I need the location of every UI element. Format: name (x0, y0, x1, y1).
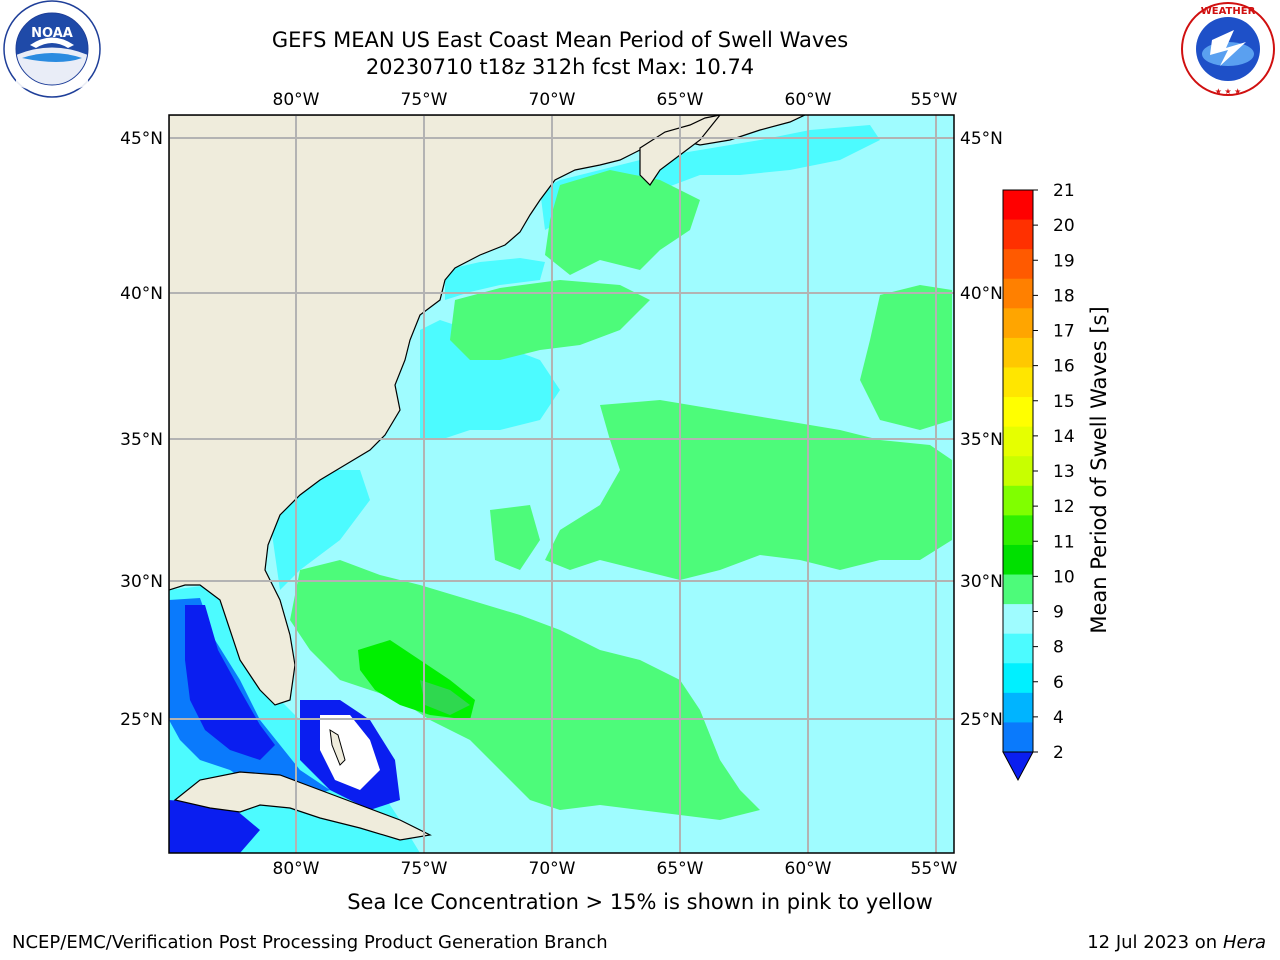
lon-label: 70°W (529, 90, 576, 110)
colorbar-tick-label: 10 (1053, 567, 1075, 587)
green-patch-mid (450, 280, 650, 360)
lat-labels-left: 45°N 40°N 35°N 30°N 25°N (120, 129, 163, 730)
map-area (169, 115, 954, 853)
lon-label: 80°W (273, 90, 320, 110)
lon-label: 75°W (401, 90, 448, 110)
svg-text:NOAA: NOAA (31, 26, 73, 41)
colorbar-tick-label: 15 (1053, 392, 1075, 412)
lat-label: 40°N (120, 284, 163, 304)
colorbar-label: Mean Period of Swell Waves [s] (1087, 306, 1111, 633)
lon-label: 55°W (911, 859, 958, 879)
green-patch-west (490, 505, 540, 570)
chart-title-line1: GEFS MEAN US East Coast Mean Period of S… (271, 28, 849, 52)
nearshore-cyan-2 (445, 258, 545, 300)
colorbar-tick-label: 13 (1053, 462, 1075, 482)
green-patch-east1 (860, 285, 952, 430)
land-bahamas (329, 729, 346, 766)
colorbar-tick-label: 12 (1053, 497, 1075, 517)
lat-label: 25°N (120, 710, 163, 730)
svg-text:★ ★ ★: ★ ★ ★ (1215, 87, 1242, 96)
gulf-dark-blue (185, 605, 275, 760)
sea-ice-note: Sea Ice Concentration > 15% is shown in … (347, 890, 933, 914)
colorbar-swatch (1003, 278, 1033, 309)
lon-label: 55°W (911, 90, 958, 110)
colorbar-tick-label: 6 (1053, 673, 1064, 693)
lat-labels-right: 45°N 40°N 35°N 30°N 25°N (960, 129, 1003, 730)
colorbar-extend-triangle (1002, 751, 1034, 782)
lon-label: 70°W (529, 859, 576, 879)
colorbar-swatch (1003, 722, 1033, 753)
colorbar-swatch (1003, 249, 1033, 280)
lat-label: 40°N (960, 284, 1003, 304)
colorbar-swatch (1003, 219, 1033, 250)
colorbar-tick-label: 21 (1053, 181, 1075, 201)
colorbar-swatch (1003, 308, 1033, 339)
footer-host: Hera (1222, 932, 1266, 953)
nearshore-cyan-3 (420, 320, 560, 440)
colorbar-tick-label: 20 (1053, 216, 1075, 236)
colorbar-swatch (1003, 692, 1033, 723)
colorbar-tick-label: 11 (1053, 532, 1075, 552)
lon-labels-bottom: 80°W 75°W 70°W 65°W 60°W 55°W (273, 859, 958, 879)
colorbar-tick-label: 19 (1053, 251, 1075, 271)
colorbar-swatch (1003, 456, 1033, 487)
lat-label: 35°N (960, 430, 1003, 450)
lat-label: 45°N (120, 129, 163, 149)
colorbar-tick-label: 4 (1053, 708, 1064, 728)
colorbar-tick-label: 8 (1053, 638, 1064, 658)
colorbar-swatch (1003, 544, 1033, 576)
colorbar-swatch (1003, 426, 1033, 457)
lon-labels-top: 80°W 75°W 70°W 65°W 60°W 55°W (273, 90, 958, 110)
footer-credit: NCEP/EMC/Verification Post Processing Pr… (12, 932, 608, 953)
lon-label: 80°W (273, 859, 320, 879)
colorbar-swatch (1003, 397, 1033, 428)
colorbar-swatch (1003, 633, 1033, 664)
colorbar-tick-label: 17 (1053, 322, 1075, 342)
colorbar-tick-label: 2 (1053, 743, 1064, 763)
green-patch-south (290, 560, 760, 820)
caribbean-dark-blue (169, 800, 260, 853)
lon-label: 65°W (657, 90, 704, 110)
graticule (169, 115, 954, 853)
svg-text:WEATHER: WEATHER (1201, 6, 1256, 17)
colorbar: 21 20 19 18 17 16 15 14 13 12 11 10 9 8 6 4 2 (1002, 181, 1075, 782)
lon-label: 60°W (785, 90, 832, 110)
footer-date: 12 Jul 2023 on Hera (1087, 932, 1266, 953)
lat-label: 25°N (960, 710, 1003, 730)
colorbar-tick-label: 9 (1053, 603, 1064, 623)
footer-date-text: 12 Jul 2023 on (1087, 932, 1223, 953)
lon-label: 65°W (657, 859, 704, 879)
lon-label: 60°W (785, 859, 832, 879)
colorbar-swatch (1003, 604, 1033, 635)
lat-label: 30°N (960, 572, 1003, 592)
colorbar-swatch (1003, 574, 1033, 605)
lon-label: 75°W (401, 859, 448, 879)
land-cuba (173, 771, 432, 841)
noaa-logo-icon: NOAA (0, 0, 104, 104)
lat-label: 35°N (120, 430, 163, 450)
colorbar-swatch (1003, 515, 1033, 546)
nearshore-cyan (540, 125, 880, 230)
green-patch-ne (545, 170, 700, 275)
map-frame (168, 114, 955, 854)
colorbar-swatch (1003, 663, 1033, 694)
colorbar-swatch (1003, 485, 1033, 516)
colorbar-swatch (1003, 337, 1033, 368)
colorbar-tick-label: 14 (1053, 427, 1075, 447)
green-patch-central (545, 400, 952, 580)
mid-green-patch (420, 680, 470, 715)
chart-title-line2: 20230710 t18z 312h fcst Max: 10.74 (365, 55, 755, 79)
colorbar-swatch (1003, 190, 1033, 221)
colorbar-tick-label: 18 (1053, 286, 1075, 306)
nws-logo-icon: WEATHER ★ ★ ★ (1176, 0, 1280, 104)
lat-label: 45°N (960, 129, 1003, 149)
colorbar-swatch (1003, 367, 1033, 398)
lat-label: 30°N (120, 572, 163, 592)
colorbar-tick-label: 16 (1053, 357, 1075, 377)
